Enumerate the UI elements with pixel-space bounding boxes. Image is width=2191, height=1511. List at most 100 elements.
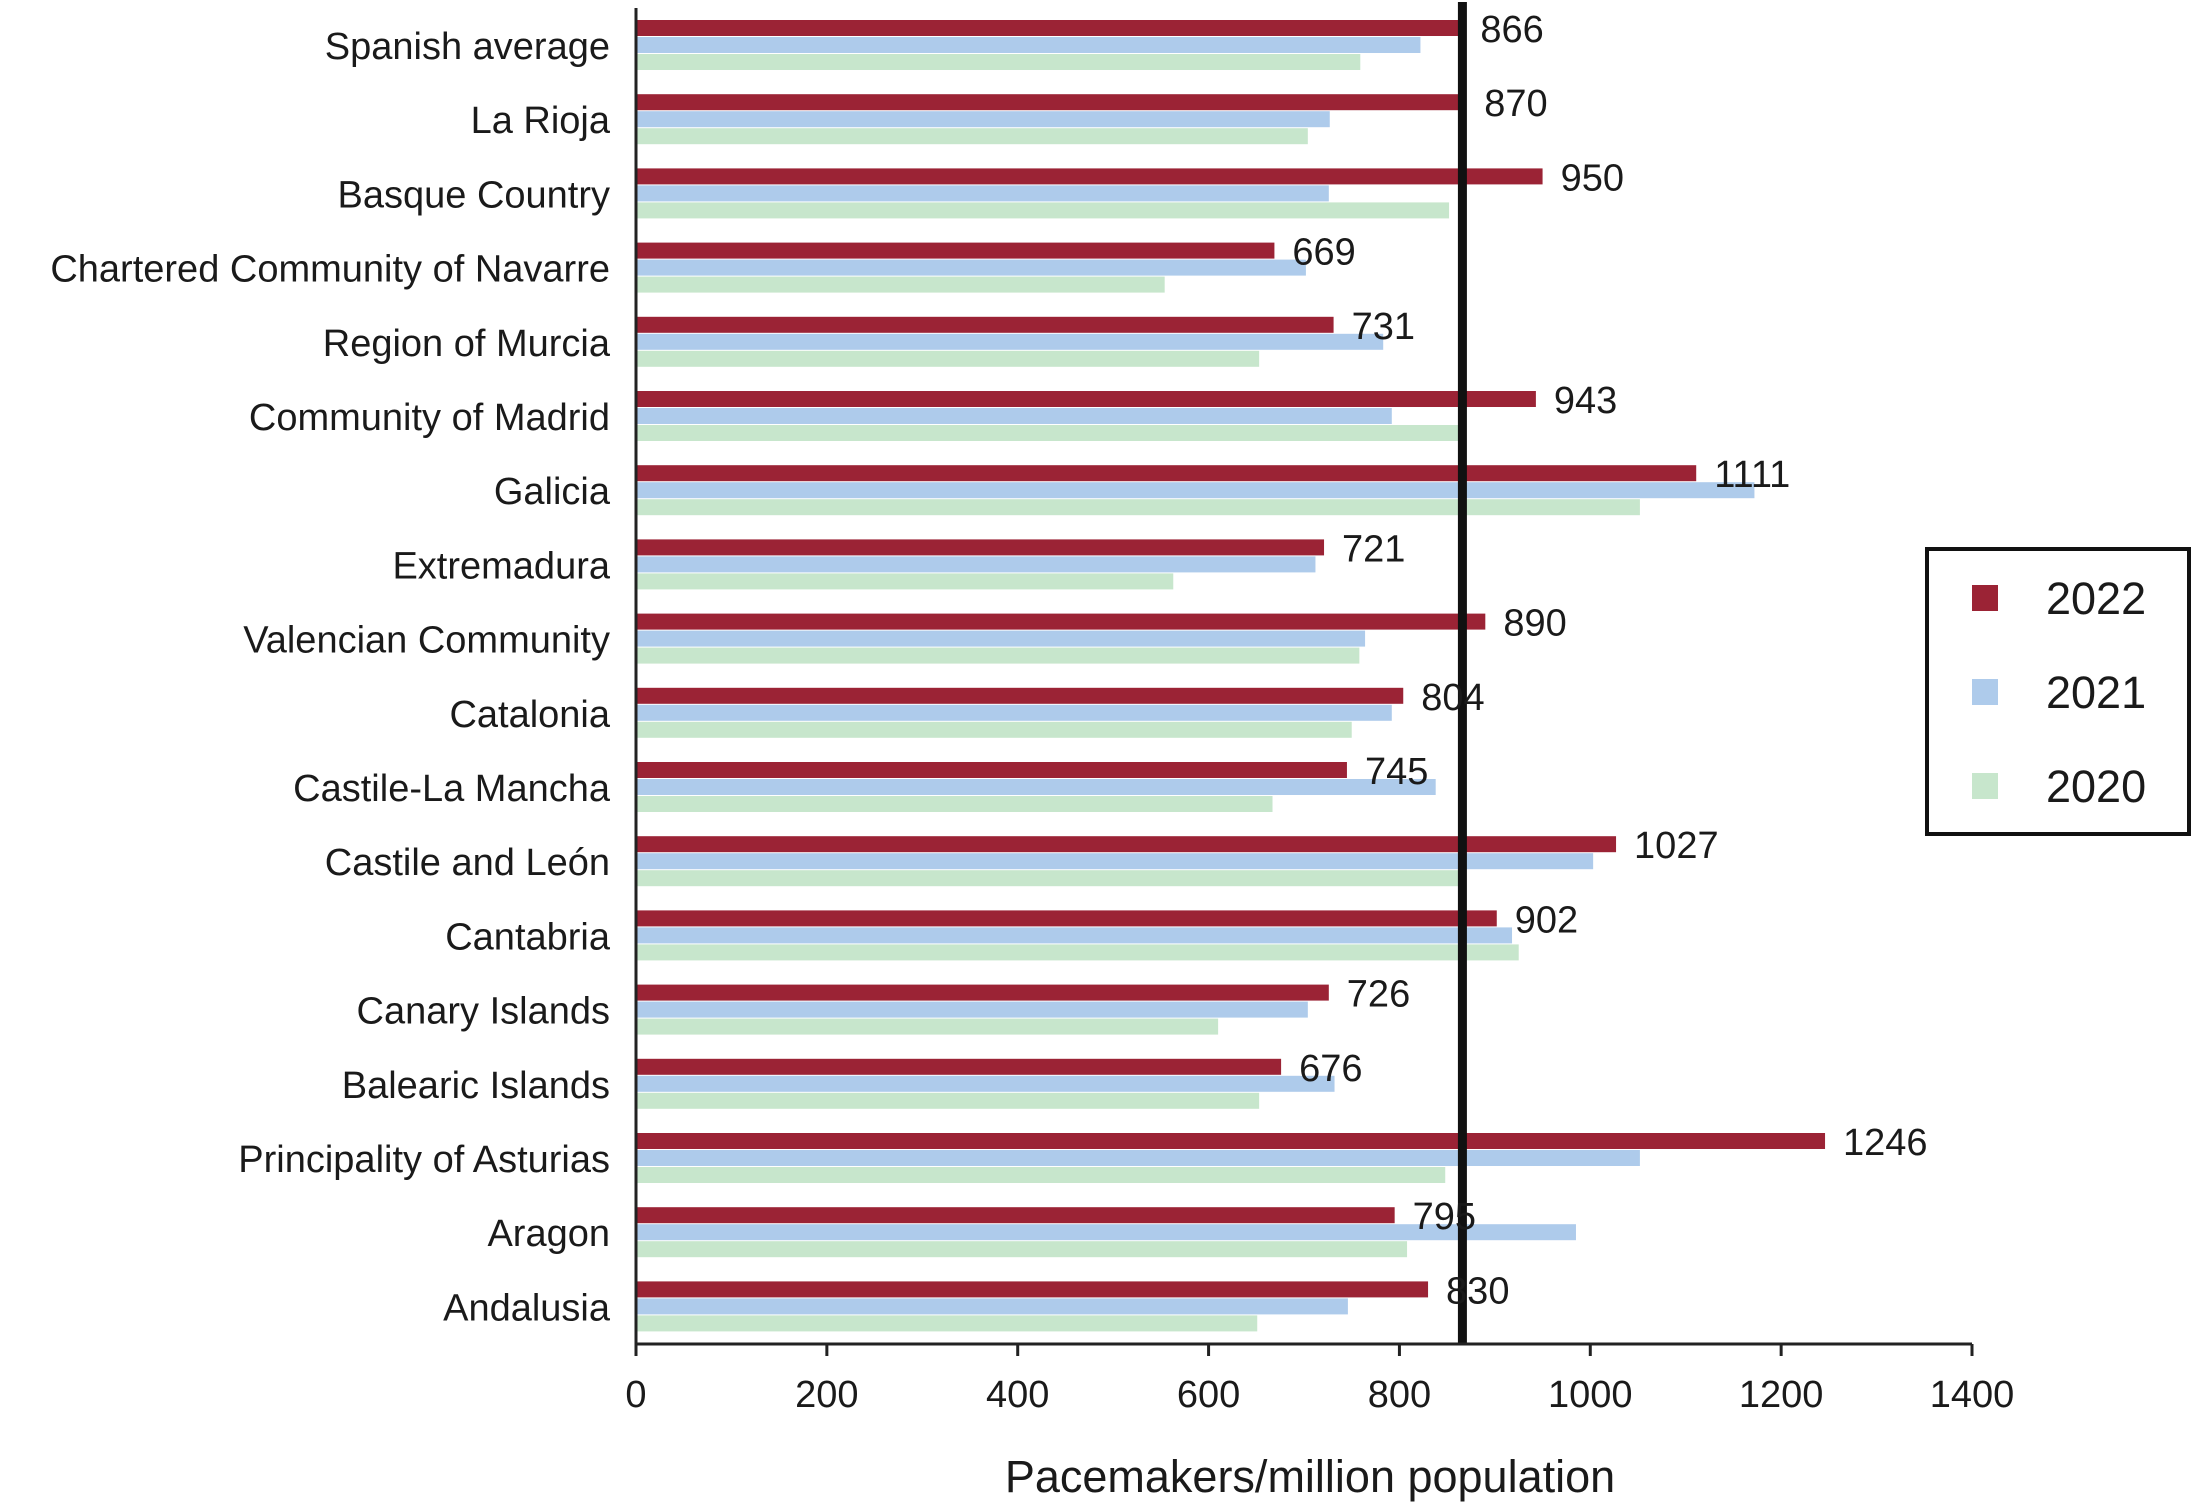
category-label-castile-and-leon: Castile and León xyxy=(325,842,610,884)
bar-basque-country-2021 xyxy=(636,185,1329,202)
bar-valencian-community-2022 xyxy=(636,613,1486,630)
category-label-andalusia: Andalusia xyxy=(443,1287,611,1329)
data-label-castile-la-mancha: 745 xyxy=(1365,751,1428,793)
data-label-catalonia: 804 xyxy=(1421,677,1484,719)
legend-swatch-2022 xyxy=(1972,585,1998,611)
category-label-catalonia: Catalonia xyxy=(449,694,610,736)
category-label-balearic-islands: Balearic Islands xyxy=(342,1065,610,1107)
bar-spanish-average-2021 xyxy=(636,37,1421,53)
bar-canary-islands-2022 xyxy=(636,984,1329,1001)
category-label-spanish-average: Spanish average xyxy=(325,26,610,68)
bar-canary-islands-2020 xyxy=(636,1018,1219,1035)
bar-chartered-community-of-navarre-2020 xyxy=(636,276,1165,293)
bar-region-of-murcia-2021 xyxy=(636,333,1384,350)
legend-label-2020: 2020 xyxy=(2046,761,2146,812)
bar-balearic-islands-2022 xyxy=(636,1058,1282,1075)
bar-cantabria-2022 xyxy=(636,910,1497,927)
category-label-extremadura: Extremadura xyxy=(392,545,610,587)
bar-principality-of-asturias-2020 xyxy=(636,1167,1446,1183)
bar-valencian-community-2020 xyxy=(636,647,1360,664)
category-label-region-of-murcia: Region of Murcia xyxy=(323,323,611,365)
x-tick-label: 400 xyxy=(986,1374,1049,1416)
data-label-la-rioja: 870 xyxy=(1484,83,1547,125)
x-tick-label: 600 xyxy=(1177,1374,1240,1416)
data-label-galicia: 1111 xyxy=(1714,454,1790,496)
bar-extremadura-2021 xyxy=(636,556,1316,573)
bar-region-of-murcia-2022 xyxy=(636,316,1334,333)
legend-swatch-2021 xyxy=(1972,679,1998,705)
bar-balearic-islands-2021 xyxy=(636,1075,1335,1092)
category-label-community-of-madrid: Community of Madrid xyxy=(249,397,610,439)
bar-aragon-2020 xyxy=(636,1241,1408,1258)
bar-basque-country-2020 xyxy=(636,202,1450,219)
bar-cantabria-2021 xyxy=(636,927,1513,944)
data-label-aragon: 795 xyxy=(1413,1196,1476,1238)
bar-chartered-community-of-navarre-2021 xyxy=(636,259,1306,276)
data-label-community-of-madrid: 943 xyxy=(1554,380,1617,422)
bar-galicia-2022 xyxy=(636,465,1697,482)
bar-catalonia-2020 xyxy=(636,721,1352,738)
bar-andalusia-2020 xyxy=(636,1315,1258,1332)
x-tick-label: 1200 xyxy=(1739,1374,1824,1416)
bar-aragon-2021 xyxy=(636,1224,1576,1241)
bar-la-rioja-2020 xyxy=(636,128,1308,145)
x-axis-title: Pacemakers/million population xyxy=(1005,1451,1615,1502)
bar-galicia-2020 xyxy=(636,499,1640,516)
bar-community-of-madrid-2020 xyxy=(636,425,1463,441)
category-label-aragon: Aragon xyxy=(487,1213,610,1255)
bar-balearic-islands-2020 xyxy=(636,1092,1260,1109)
data-label-cantabria: 902 xyxy=(1515,899,1578,941)
legend: 2022 2021 2020 xyxy=(1925,547,2191,836)
bar-galicia-2021 xyxy=(636,482,1755,499)
category-label-canary-islands: Canary Islands xyxy=(357,991,610,1033)
data-label-chartered-community-of-navarre: 669 xyxy=(1292,232,1355,274)
bar-extremadura-2020 xyxy=(636,573,1174,590)
bars-layer xyxy=(636,20,1826,1332)
bar-la-rioja-2022 xyxy=(636,94,1467,111)
bar-valencian-community-2021 xyxy=(636,630,1366,647)
bar-andalusia-2021 xyxy=(636,1298,1348,1315)
category-label-basque-country: Basque Country xyxy=(338,174,611,216)
data-label-andalusia: 830 xyxy=(1446,1270,1509,1312)
x-tick-label: 800 xyxy=(1368,1374,1431,1416)
x-tick-label: 0 xyxy=(625,1374,646,1416)
bar-cantabria-2020 xyxy=(636,944,1519,961)
legend-label-2021: 2021 xyxy=(2046,667,2146,718)
data-label-region-of-murcia: 731 xyxy=(1352,306,1415,348)
bar-principality-of-asturias-2022 xyxy=(636,1133,1826,1149)
data-labels-layer: 866 870 950 669 731 943 1111 721 890 804 745 1027 90… xyxy=(1292,9,1927,1312)
bar-community-of-madrid-2022 xyxy=(636,391,1536,407)
category-label-galicia: Galicia xyxy=(494,471,611,513)
data-label-castile-and-leon: 1027 xyxy=(1634,825,1719,867)
category-label-castile-la-mancha: Castile-La Mancha xyxy=(293,768,611,810)
bar-castile-and-leon-2022 xyxy=(636,836,1617,853)
bar-la-rioja-2021 xyxy=(636,111,1330,128)
bar-castile-la-mancha-2021 xyxy=(636,779,1436,795)
data-label-valencian-community: 890 xyxy=(1503,603,1566,645)
bar-canary-islands-2021 xyxy=(636,1001,1308,1018)
x-tick-label: 1400 xyxy=(1930,1374,2015,1416)
bar-catalonia-2022 xyxy=(636,687,1404,704)
legend-label-2022: 2022 xyxy=(2046,573,2146,624)
bar-spanish-average-2020 xyxy=(636,54,1361,70)
axis-layer: Spanish average La Rioja Basque Country Cha… xyxy=(50,8,2014,1416)
x-tick-label: 200 xyxy=(795,1374,858,1416)
bar-region-of-murcia-2020 xyxy=(636,350,1260,367)
bar-castile-and-leon-2020 xyxy=(636,870,1463,887)
category-label-cantabria: Cantabria xyxy=(445,916,611,958)
data-label-canary-islands: 726 xyxy=(1347,974,1410,1016)
bar-catalonia-2021 xyxy=(636,704,1392,721)
bar-community-of-madrid-2021 xyxy=(636,408,1392,424)
bar-andalusia-2022 xyxy=(636,1281,1429,1298)
x-tick-label: 1000 xyxy=(1548,1374,1633,1416)
legend-box xyxy=(1925,547,2191,836)
category-label-valencian-community: Valencian Community xyxy=(243,620,610,662)
category-label-la-rioja: La Rioja xyxy=(471,100,611,142)
bar-castile-la-mancha-2020 xyxy=(636,796,1273,812)
data-label-basque-country: 950 xyxy=(1561,157,1624,199)
data-label-balearic-islands: 676 xyxy=(1299,1048,1362,1090)
bar-chartered-community-of-navarre-2022 xyxy=(636,242,1275,259)
bar-castile-la-mancha-2022 xyxy=(636,762,1347,778)
